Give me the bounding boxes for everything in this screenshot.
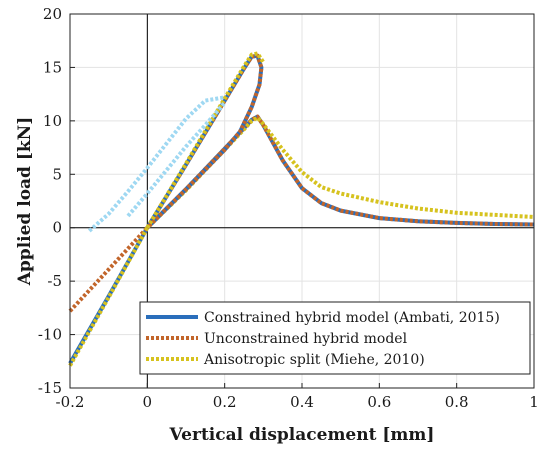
- y-tick-label: 5: [52, 165, 62, 183]
- series-line-1: [68, 114, 535, 313]
- x-tick-label: -0.2: [56, 393, 85, 411]
- y-axis-title: Applied load [kN]: [15, 117, 35, 287]
- x-tick-label: 0.2: [213, 393, 237, 411]
- y-tick-label: 20: [43, 5, 62, 23]
- x-axis-title: Vertical displacement [mm]: [169, 425, 435, 445]
- y-tick-labels: -15 -10 -5 0 5 10 15 20: [38, 5, 75, 397]
- y-tick-label: -10: [38, 326, 62, 344]
- legend-label: Anisotropic split (Miehe, 2010): [203, 352, 425, 368]
- series-line-7: [126, 101, 227, 218]
- series-line-6: [87, 95, 226, 233]
- x-tick-labels: -0.2 0 0.2 0.4 0.6 0.8 1: [56, 383, 539, 411]
- legend: Constrained hybrid model (Ambati, 2015) U…: [139, 301, 531, 375]
- legend-box: [139, 301, 531, 375]
- plot-series: [68, 51, 535, 367]
- y-tick-label: -5: [47, 272, 62, 290]
- y-tick-label: 0: [52, 219, 62, 237]
- x-tick-label: 0.4: [290, 393, 314, 411]
- y-tick-label: -15: [38, 379, 62, 397]
- x-tick-label: 0.6: [367, 393, 391, 411]
- y-tick-label: 10: [43, 112, 62, 130]
- x-tick-label: 0.8: [445, 393, 469, 411]
- x-tick-label: 0: [143, 393, 153, 411]
- y-tick-label: 15: [43, 58, 62, 76]
- legend-label: Constrained hybrid model (Ambati, 2015): [204, 310, 500, 326]
- x-tick-label: 1: [529, 393, 539, 411]
- legend-label: Unconstrained hybrid model: [204, 331, 408, 347]
- series-line-4: [145, 53, 264, 230]
